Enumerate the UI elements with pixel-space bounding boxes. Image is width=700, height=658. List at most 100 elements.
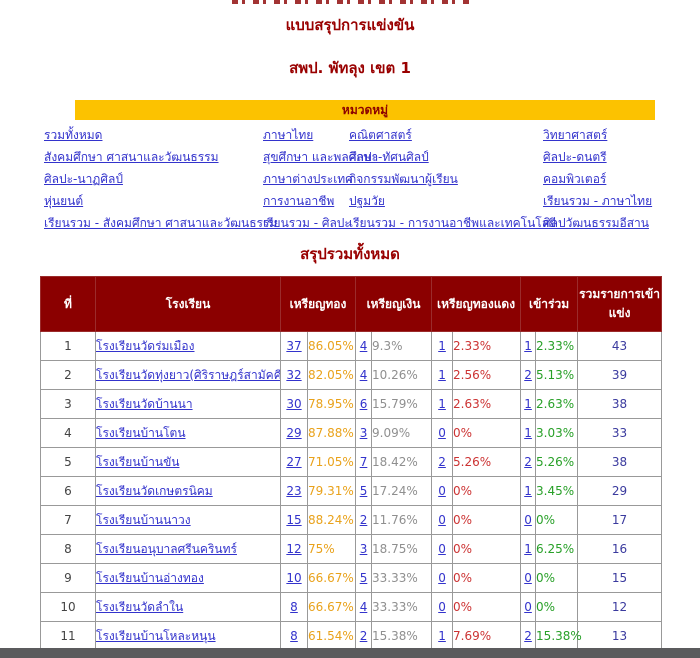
bronze-count-link[interactable]: 0 [438, 571, 446, 585]
count-cell: 7 [355, 447, 373, 477]
category-link[interactable]: คอมพิวเตอร์ [543, 172, 607, 186]
bronze-count-link[interactable]: 1 [438, 397, 446, 411]
category-link[interactable]: กิจกรรมพัฒนาผู้เรียน [349, 172, 458, 186]
school-link[interactable]: โรงเรียนวัดร่มเมือง [96, 338, 195, 353]
gold-percent: 79.31% [306, 476, 357, 506]
category-link[interactable]: ศิลปะ-ทัศนศิลป์ [349, 150, 429, 164]
gold-count-link[interactable]: 29 [286, 426, 302, 440]
category-link[interactable]: หุ่นยนต์ [44, 194, 84, 208]
silver-count-link[interactable]: 4 [359, 368, 368, 382]
silver-count-link[interactable]: 4 [359, 339, 368, 353]
school-link[interactable]: โรงเรียนบ้านขัน [96, 454, 180, 469]
category-link[interactable]: ศิลปวัฒนธรรมอีสาน [543, 216, 649, 230]
category-link[interactable]: สังคมศึกษา ศาสนาและวัฒนธรรม [44, 150, 219, 164]
bronze-count-link[interactable]: 1 [438, 339, 446, 353]
silver-count-link[interactable]: 7 [359, 455, 368, 469]
silver-percent: 33.33% [371, 592, 433, 622]
bronze-count-link[interactable]: 0 [438, 513, 446, 527]
total-count: 43 [577, 331, 663, 361]
participation-count-link[interactable]: 2 [524, 368, 532, 382]
count-cell: 1 [431, 621, 454, 651]
participation-count-link[interactable]: 1 [524, 426, 532, 440]
category-section: หมวดหมู่ รวมทั้งหมด ภาษาไทย คณิตศาสตร์ วิทย… [44, 100, 660, 234]
col-header-total: รวมรายการเข้าแข่ง [577, 276, 663, 332]
category-link[interactable]: ปฐมวัย [349, 194, 385, 208]
school-link[interactable]: โรงเรียนวัดเกษตรนิคม [96, 483, 213, 498]
participation-count-link[interactable]: 1 [524, 484, 532, 498]
silver-count-link[interactable]: 5 [359, 571, 368, 585]
participation-count-link[interactable]: 0 [524, 513, 532, 527]
bronze-count-link[interactable]: 0 [438, 542, 446, 556]
gold-count-link[interactable]: 32 [286, 368, 302, 382]
bronze-count-link[interactable]: 0 [438, 600, 446, 614]
school-link[interactable]: โรงเรียนวัดลำใน [96, 599, 184, 614]
participation-percent: 5.13% [535, 360, 579, 390]
participation-count-link[interactable]: 1 [524, 397, 532, 411]
category-link[interactable]: เรียนรวม - ภาษาไทย [543, 194, 653, 208]
bronze-count-link[interactable]: 2 [438, 455, 446, 469]
school-link[interactable]: โรงเรียนบ้านอ่างทอง [96, 570, 204, 585]
gold-count-link[interactable]: 37 [286, 339, 302, 353]
gold-count-link[interactable]: 10 [286, 571, 302, 585]
category-link[interactable]: เรียนรวม - การงานอาชีพและเทคโนโลยี [349, 216, 557, 230]
gold-percent: 78.95% [306, 389, 357, 419]
participation-count-link[interactable]: 1 [524, 542, 532, 556]
count-cell: 1 [431, 331, 454, 361]
category-link[interactable]: ศิลปะ-นาฏศิลป์ [44, 172, 123, 186]
silver-count-link[interactable]: 2 [359, 513, 368, 527]
school-link[interactable]: โรงเรียนวัดทุ่งยาว(ศิริราษฎร์สามัคคี) [96, 367, 281, 382]
row-number: 7 [40, 505, 96, 535]
category-link[interactable]: การงานอาชีพ [263, 194, 335, 208]
category-link[interactable]: เรียนรวม - ศิลปะ [263, 216, 351, 230]
silver-percent: 10.26% [371, 360, 433, 390]
gold-count-link[interactable]: 12 [286, 542, 302, 556]
category-link[interactable]: ภาษาไทย [263, 128, 314, 142]
gold-count-link[interactable]: 8 [290, 600, 298, 614]
school-link[interactable]: โรงเรียนบ้านโหละหนุน [96, 628, 216, 643]
category-link[interactable]: ศิลปะ-ดนตรี [543, 150, 607, 164]
participation-count-link[interactable]: 2 [524, 455, 532, 469]
category-link[interactable]: คณิตศาสตร์ [349, 128, 412, 142]
count-cell: 0 [431, 505, 454, 535]
category-link[interactable]: วิทยาศาสตร์ [543, 128, 608, 142]
bronze-count-link[interactable]: 1 [438, 629, 446, 643]
participation-percent: 3.03% [535, 418, 579, 448]
participation-count-link[interactable]: 1 [524, 339, 532, 353]
silver-count-link[interactable]: 3 [359, 542, 368, 556]
silver-count-link[interactable]: 5 [359, 484, 368, 498]
school-link[interactable]: โรงเรียนวัดบ้านนา [96, 396, 193, 411]
gold-count-link[interactable]: 8 [290, 629, 298, 643]
silver-count-link[interactable]: 4 [359, 600, 368, 614]
silver-count-link[interactable]: 6 [359, 397, 368, 411]
participation-count-link[interactable]: 0 [524, 571, 532, 585]
participation-count-link[interactable]: 0 [524, 600, 532, 614]
row-number: 9 [40, 563, 96, 593]
category-link[interactable]: ภาษาต่างประเทศ [263, 172, 353, 186]
row-number: 1 [40, 331, 96, 361]
category-link[interactable]: เรียนรวม - สังคมศึกษา ศาสนาและวัฒนธรรม [44, 216, 278, 230]
bronze-count-link[interactable]: 0 [438, 484, 446, 498]
count-cell: 6 [355, 389, 373, 419]
category-link[interactable]: รวมทั้งหมด [44, 128, 103, 142]
silver-count-link[interactable]: 2 [359, 629, 368, 643]
count-cell: 32 [280, 360, 308, 390]
bronze-percent: 0% [452, 592, 522, 622]
bronze-count-link[interactable]: 1 [438, 368, 446, 382]
participation-count-link[interactable]: 2 [524, 629, 532, 643]
category-link[interactable]: สุขศึกษา และพลศึกษา [263, 150, 379, 164]
gold-count-link[interactable]: 15 [286, 513, 302, 527]
school-link[interactable]: โรงเรียนอนุบาลศรีนครินทร์ [96, 541, 237, 556]
count-cell: 2 [520, 621, 537, 651]
count-cell: 0 [520, 563, 537, 593]
gold-count-link[interactable]: 27 [286, 455, 302, 469]
school-link[interactable]: โรงเรียนบ้านนาวง [96, 512, 191, 527]
bronze-count-link[interactable]: 0 [438, 426, 446, 440]
silver-percent: 17.24% [371, 476, 433, 506]
gold-count-link[interactable]: 23 [286, 484, 302, 498]
school-link[interactable]: โรงเรียนบ้านโตน [96, 425, 186, 440]
silver-count-link[interactable]: 3 [359, 426, 368, 440]
col-header-no: ที่ [40, 276, 96, 332]
school-cell: โรงเรียนบ้านโตน [95, 418, 281, 448]
count-cell: 37 [280, 331, 308, 361]
gold-count-link[interactable]: 30 [286, 397, 302, 411]
